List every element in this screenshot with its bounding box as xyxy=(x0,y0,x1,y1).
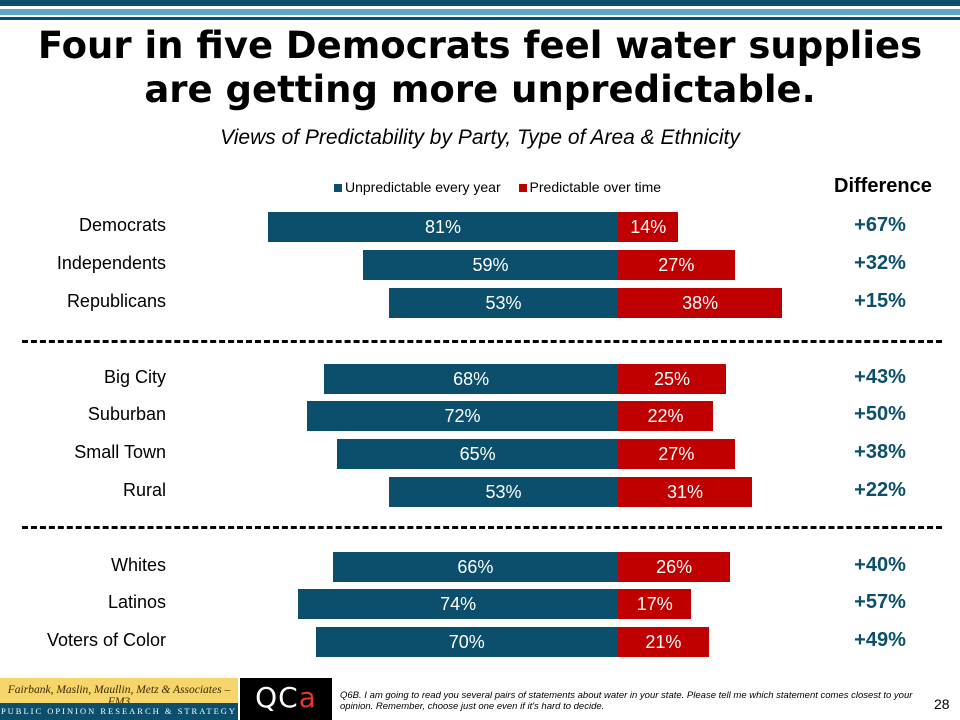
qca-logo-text: QCa xyxy=(240,681,332,714)
category-label-big-city: Big City xyxy=(103,367,166,387)
bar-unpredictable-rural: 53% xyxy=(389,477,618,507)
bar-predictable-democrats: 14% xyxy=(618,212,679,242)
difference-value-whites: +40% xyxy=(854,554,906,576)
top-stripe-dark xyxy=(0,0,960,6)
legend-label-predictable: Predictable over time xyxy=(529,179,662,195)
top-stripe-gap-2 xyxy=(0,15,960,17)
bar-unpredictable-whites: 66% xyxy=(332,552,618,582)
category-label-republicans: Republicans xyxy=(66,291,166,311)
qca-logo-text-1: QC xyxy=(255,681,299,714)
bar-unpredictable-voters-of-color: 70% xyxy=(315,627,618,657)
difference-value-democrats: +67% xyxy=(854,214,906,236)
category-label-suburban: Suburban xyxy=(87,404,166,424)
difference-value-latinos: +57% xyxy=(854,591,906,613)
fm3-logo-strip xyxy=(0,703,238,720)
bar-predictable-voters-of-color: 21% xyxy=(618,627,709,657)
top-stripe-gap xyxy=(0,6,960,9)
fm3-logo: Fairbank, Maslin, Maullin, Metz & Associ… xyxy=(0,678,238,720)
bar-unpredictable-republicans: 53% xyxy=(389,288,618,318)
group-separator-1 xyxy=(22,340,942,343)
fm3-logo-tagline: PUBLIC OPINION RESEARCH & STRATEGY xyxy=(0,706,238,716)
bar-unpredictable-democrats: 81% xyxy=(268,212,618,242)
group-separator-2 xyxy=(22,526,942,529)
category-label-rural: Rural xyxy=(122,480,166,500)
qca-logo: QCa xyxy=(240,678,332,720)
legend-item-predictable: Predictable over time xyxy=(518,179,662,195)
legend-swatch-unpredictable xyxy=(334,184,342,193)
category-label-small-town: Small Town xyxy=(74,442,166,462)
bar-predictable-whites: 26% xyxy=(618,552,731,582)
category-label-latinos: Latinos xyxy=(107,592,166,612)
legend-swatch-predictable xyxy=(518,184,527,193)
legend-label-unpredictable: Unpredictable every year xyxy=(345,179,501,195)
slide-title: Four in five Democrats feel water suppli… xyxy=(37,24,923,111)
bar-predictable-big-city: 25% xyxy=(618,364,726,394)
difference-value-big-city: +43% xyxy=(854,366,906,388)
difference-value-voters-of-color: +49% xyxy=(854,629,906,651)
bar-predictable-republicans: 38% xyxy=(618,288,783,318)
bar-predictable-suburban: 22% xyxy=(618,401,714,431)
difference-header: Difference xyxy=(834,175,932,197)
difference-value-rural: +22% xyxy=(854,479,906,501)
difference-value-suburban: +50% xyxy=(854,403,906,425)
legend-item-unpredictable: Unpredictable every year xyxy=(334,179,501,195)
bar-predictable-small-town: 27% xyxy=(618,439,735,469)
category-label-independents: Independents xyxy=(56,253,166,273)
page-number: 28 xyxy=(934,696,950,712)
difference-value-independents: +32% xyxy=(854,252,906,274)
top-stripe-light xyxy=(0,9,960,15)
difference-value-small-town: +38% xyxy=(854,441,906,463)
legend: Unpredictable every year Predictable ove… xyxy=(334,179,675,195)
qca-logo-text-2: a xyxy=(298,681,317,714)
category-label-whites: Whites xyxy=(110,555,166,575)
difference-value-republicans: +15% xyxy=(854,290,906,312)
bar-unpredictable-independents: 59% xyxy=(363,250,618,280)
bar-unpredictable-suburban: 72% xyxy=(306,401,618,431)
category-label-voters-of-color: Voters of Color xyxy=(46,630,166,650)
chart-subtitle: Views of Predictability by Party, Type o… xyxy=(220,126,740,149)
bar-predictable-rural: 31% xyxy=(618,477,752,507)
bar-unpredictable-latinos: 74% xyxy=(298,589,618,619)
bar-predictable-independents: 27% xyxy=(618,250,735,280)
category-label-democrats: Democrats xyxy=(78,215,166,235)
top-stripe-dark-2 xyxy=(0,17,960,20)
bar-predictable-latinos: 17% xyxy=(618,589,692,619)
bar-unpredictable-small-town: 65% xyxy=(337,439,618,469)
bar-unpredictable-big-city: 68% xyxy=(324,364,618,394)
question-footnote: Q6B. I am going to read you several pair… xyxy=(340,690,913,712)
